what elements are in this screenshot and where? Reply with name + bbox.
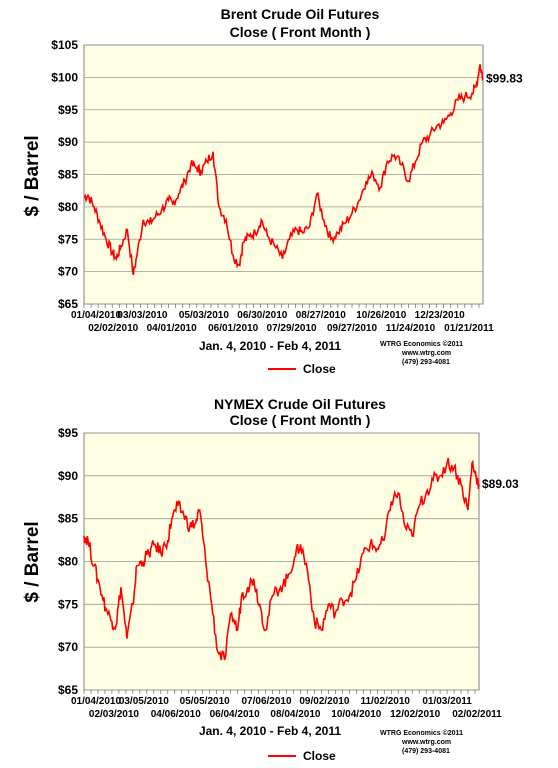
y-tick-label: $80 bbox=[58, 555, 78, 569]
y-tick-label: $65 bbox=[58, 683, 78, 697]
credit-line-2: www.wtrg.com bbox=[401, 739, 451, 746]
y-tick-label: $85 bbox=[58, 512, 78, 526]
x-tick-label: 09/27/2010 bbox=[327, 323, 377, 334]
x-tick-label: 03/05/2010 bbox=[119, 696, 169, 707]
last-value-label: $99.83 bbox=[486, 71, 523, 85]
x-tick-label: 01/04/2010 bbox=[71, 696, 121, 707]
y-tick-label: $75 bbox=[58, 597, 78, 611]
y-tick-label: $95 bbox=[58, 426, 78, 440]
x-tick-label: 09/02/2010 bbox=[299, 696, 349, 707]
x-tick-label: 06/04/2010 bbox=[210, 709, 260, 720]
x-tick-label: 02/02/2011 bbox=[452, 709, 502, 720]
x-tick-label: 02/03/2010 bbox=[89, 709, 139, 720]
x-tick-label: 03/03/2010 bbox=[117, 310, 167, 321]
y-tick-label: $70 bbox=[58, 265, 78, 279]
x-tick-label: 08/27/2010 bbox=[296, 310, 346, 321]
y-ticks: $65 $70 $75 $80 $85 $90 $95 bbox=[58, 426, 78, 697]
x-tick-label: 11/24/2010 bbox=[386, 323, 436, 334]
x-tick-label: 11/02/2010 bbox=[360, 696, 410, 707]
x-axis-label: Jan. 4, 2010 - Feb 4, 2011 bbox=[199, 724, 341, 738]
x-axis-label: Jan. 4, 2010 - Feb 4, 2011 bbox=[199, 339, 341, 353]
x-tick-label: 12/02/2010 bbox=[390, 709, 440, 720]
x-tick-label: 07/29/2010 bbox=[267, 323, 317, 334]
grid bbox=[84, 432, 479, 691]
x-tick-label: 01/04/2010 bbox=[71, 310, 121, 321]
x-tick-label: 04/01/2010 bbox=[147, 323, 197, 334]
x-tick-label: 06/01/2010 bbox=[208, 323, 258, 334]
x-tick-label: 07/06/2010 bbox=[242, 696, 292, 707]
credit-line-2: www.wtrg.com bbox=[401, 350, 451, 357]
y-tick-label: $105 bbox=[51, 38, 78, 52]
y-tick-label: $85 bbox=[58, 168, 78, 182]
y-tick-label: $95 bbox=[58, 103, 78, 117]
y-tick-label: $100 bbox=[51, 70, 78, 84]
last-value-label: $89.03 bbox=[482, 477, 519, 491]
brent-chart: Brent Crude Oil Futures Close ( Front Mo… bbox=[22, 6, 523, 376]
chart-subtitle: Close ( Front Month ) bbox=[230, 412, 371, 428]
nymex-chart: NYMEX Crude Oil Futures Close ( Front Mo… bbox=[22, 396, 519, 763]
y-tick-label: $75 bbox=[58, 232, 78, 246]
x-tick-label: 10/04/2010 bbox=[331, 709, 381, 720]
y-tick-label: $80 bbox=[58, 200, 78, 214]
chart-title: Brent Crude Oil Futures bbox=[221, 6, 380, 22]
chart-title: NYMEX Crude Oil Futures bbox=[214, 396, 386, 412]
legend-label-close: Close bbox=[303, 362, 336, 376]
x-tick-label: 05/03/2010 bbox=[179, 310, 229, 321]
grid bbox=[84, 44, 483, 305]
chart-subtitle: Close ( Front Month ) bbox=[230, 24, 371, 40]
x-tick-label: 08/04/2010 bbox=[270, 709, 320, 720]
x-tick-label: 12/23/2010 bbox=[415, 310, 465, 321]
y-axis-label: $ / Barrel bbox=[22, 521, 43, 602]
x-tick-label: 10/26/2010 bbox=[356, 310, 406, 321]
y-ticks: $65 $70 $75 $80 $85 $90 $95 $100 $105 bbox=[51, 38, 78, 311]
series-line-close bbox=[83, 64, 484, 276]
series-line-close bbox=[83, 457, 480, 661]
y-tick-label: $70 bbox=[58, 640, 78, 654]
credit-line-1: WTRG Economics ©2011 bbox=[380, 340, 463, 348]
credit-line-3: (479) 293-4081 bbox=[402, 748, 450, 755]
x-tick-label: 01/03/2011 bbox=[422, 696, 472, 707]
credit-line-3: (479) 293-4081 bbox=[402, 359, 450, 366]
y-tick-label: $90 bbox=[58, 135, 78, 149]
y-tick-label: $65 bbox=[58, 297, 78, 311]
y-tick-label: $90 bbox=[58, 469, 78, 483]
x-tick-label: 05/05/2010 bbox=[180, 696, 230, 707]
x-tick-label: 02/02/2010 bbox=[88, 323, 138, 334]
x-tick-label: 06/30/2010 bbox=[237, 310, 287, 321]
credit-line-1: WTRG Economics ©2011 bbox=[380, 729, 463, 737]
legend-label-close: Close bbox=[303, 749, 336, 763]
x-tick-label: 04/06/2010 bbox=[151, 709, 201, 720]
y-axis-label: $ / Barrel bbox=[22, 135, 43, 216]
x-tick-label: 01/21/2011 bbox=[444, 323, 494, 334]
